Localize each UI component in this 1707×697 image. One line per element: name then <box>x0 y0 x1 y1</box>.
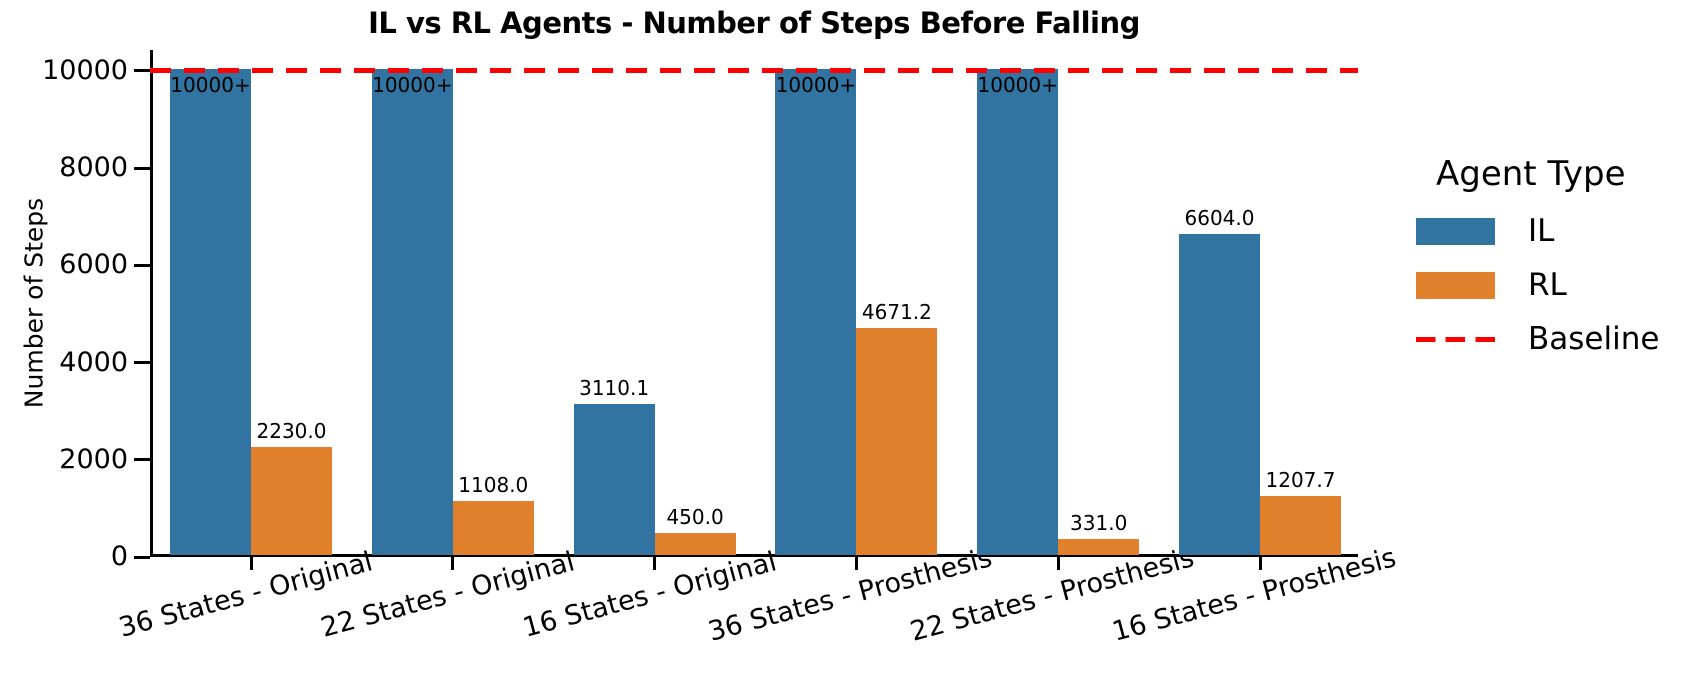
bar-il-0 <box>170 68 251 555</box>
bar-value-label-rl-0: 2230.0 <box>256 418 327 443</box>
y-tick-mark <box>134 555 150 559</box>
bar-value-label-rl-4: 331.0 <box>1070 510 1128 535</box>
bar-value-label-rl-1: 1108.0 <box>458 473 529 498</box>
bar-il-1 <box>371 68 453 555</box>
y-axis-label: Number of Steps <box>19 197 49 409</box>
x-tick-mark <box>1258 557 1262 570</box>
bar-rl-2 <box>654 533 736 555</box>
x-tick-mark <box>653 557 657 570</box>
x-tick-mark <box>854 557 858 570</box>
baseline-dash-swatch-icon <box>1416 336 1495 342</box>
bar-rl-0 <box>251 446 332 555</box>
legend-label-il: IL <box>1528 212 1555 249</box>
y-tick-mark <box>134 458 150 462</box>
y-tick-label: 8000 <box>59 152 128 184</box>
bar-value-label-il-2: 3110.1 <box>579 375 650 400</box>
bar-value-label-rl-2: 450.0 <box>666 505 724 530</box>
bar-value-label-il-5: 6604.0 <box>1184 205 1255 230</box>
y-tick-mark <box>134 69 150 73</box>
bar-rl-1 <box>452 501 534 555</box>
baseline-line <box>150 68 1358 74</box>
bar-value-label-il-1: 10000+ <box>372 72 453 97</box>
bar-value-label-il-4: 10000+ <box>977 72 1058 97</box>
y-tick-label: 2000 <box>59 443 128 475</box>
bar-il-5 <box>1179 233 1260 555</box>
x-tick-mark <box>451 557 455 570</box>
rl-color-swatch-icon <box>1416 271 1495 299</box>
legend-label-baseline: Baseline <box>1528 320 1660 357</box>
bar-il-2 <box>573 403 655 555</box>
y-tick-label: 4000 <box>59 346 128 378</box>
plot-area: 0 2000 4000 6000 8000 10000 10000+ 2230.0 36 Sta… <box>42 50 1399 648</box>
x-tick-mark <box>1056 557 1060 570</box>
legend-item-baseline: Baseline <box>1400 312 1707 366</box>
legend-title: Agent Type <box>1436 154 1626 194</box>
bar-value-label-rl-3: 4671.2 <box>861 299 932 324</box>
legend-label-rl: RL <box>1528 266 1567 303</box>
y-tick-label: 0 <box>110 541 128 572</box>
bar-value-label-il-3: 10000+ <box>775 72 857 97</box>
y-tick-label: 10000 <box>42 54 128 86</box>
bar-il-4 <box>977 68 1059 555</box>
chart-title: IL vs RL Agents - Number of Steps Before… <box>368 6 1140 40</box>
bar-il-3 <box>775 68 857 555</box>
x-tick-mark <box>249 557 253 570</box>
y-tick-mark <box>134 166 150 170</box>
y-tick-mark <box>134 361 150 365</box>
y-tick-label: 6000 <box>59 249 128 281</box>
legend-item-rl: RL <box>1400 258 1707 312</box>
bar-rl-4 <box>1058 538 1140 555</box>
x-axis-line <box>150 554 1358 557</box>
y-tick-mark <box>134 263 150 267</box>
legend-item-il: IL <box>1400 204 1707 258</box>
bar-value-label-il-0: 10000+ <box>170 72 251 97</box>
bar-value-label-rl-5: 1207.7 <box>1265 468 1336 493</box>
bar-rl-5 <box>1260 496 1341 555</box>
il-color-swatch-icon <box>1416 217 1495 245</box>
legend: Agent Type IL RL Baseline <box>1400 146 1707 366</box>
y-axis-line <box>150 50 153 557</box>
bar-rl-3 <box>856 327 938 555</box>
